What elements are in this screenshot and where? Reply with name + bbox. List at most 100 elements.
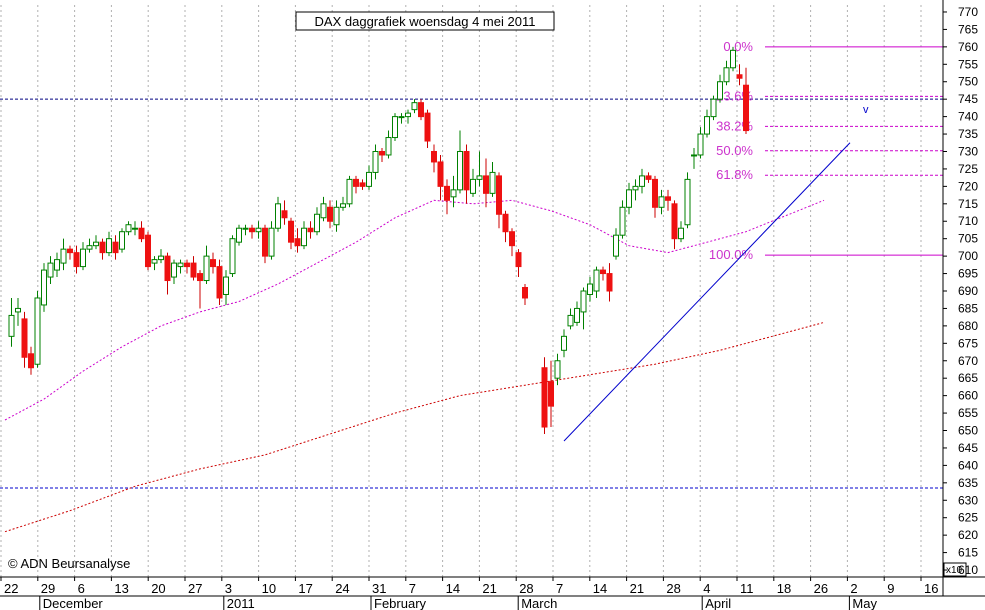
- candle-body: [346, 178, 353, 205]
- candle-body: [457, 150, 463, 191]
- month-label: March: [521, 596, 557, 610]
- candle-body: [463, 150, 470, 191]
- candle-body: [398, 116, 405, 119]
- candle-body: [138, 227, 145, 240]
- y-tick-label: 675: [958, 336, 978, 350]
- candle-body: [203, 255, 210, 282]
- y-tick-label: 760: [958, 40, 978, 54]
- candle-body: [619, 206, 626, 236]
- candle-body: [281, 210, 288, 219]
- candle-body: [632, 185, 639, 191]
- y-unit-label: x10: [946, 565, 963, 576]
- candle-body: [86, 245, 93, 250]
- arrow-label: v: [863, 104, 869, 116]
- candle-body: [626, 189, 632, 208]
- y-tick-label: 660: [958, 389, 978, 403]
- candle-body: [145, 234, 151, 268]
- x-tick-label: 21: [630, 581, 644, 596]
- moving-average-line: [4, 199, 825, 421]
- x-tick-label: 26: [814, 581, 828, 596]
- candle-body: [21, 318, 28, 358]
- candle-body: [450, 189, 457, 198]
- candle-body: [730, 49, 736, 69]
- candle-body: [197, 273, 203, 282]
- candle-body: [424, 112, 431, 142]
- grid: [0, 5, 922, 577]
- trendline-layer: v: [563, 104, 869, 442]
- candle-body: [476, 175, 483, 180]
- candle-body: [301, 227, 307, 247]
- y-tick-label: 620: [958, 528, 978, 542]
- candle-body: [697, 133, 704, 156]
- trendline: [563, 142, 851, 442]
- watermark: © ADN Beursanalyse: [8, 556, 130, 571]
- candle-body: [28, 353, 34, 369]
- x-tick-label: 7: [409, 581, 416, 596]
- x-tick-label: 28: [519, 581, 533, 596]
- candle-body: [359, 182, 366, 187]
- candle-body: [613, 234, 619, 257]
- candle-body: [47, 262, 54, 278]
- candle-body: [489, 171, 496, 194]
- candle-body: [743, 84, 749, 132]
- x-tick-label: 10: [262, 581, 276, 596]
- x-tick-label: 31: [372, 581, 386, 596]
- x-tick-label: 16: [924, 581, 938, 596]
- candle-body: [723, 67, 730, 83]
- month-label: May: [852, 596, 877, 610]
- horizontal-lines: [0, 98, 943, 489]
- x-tick-label: 11: [740, 581, 754, 596]
- y-tick-label: 700: [958, 249, 978, 263]
- candle-body: [372, 150, 379, 173]
- candle-body: [366, 171, 372, 187]
- y-tick-label: 665: [958, 371, 978, 385]
- x-tick-label: 6: [78, 581, 85, 596]
- x-tick-label: 21: [482, 581, 496, 596]
- y-tick-label: 770: [958, 5, 978, 19]
- candle-body: [379, 150, 385, 156]
- candle-body: [684, 178, 691, 226]
- y-tick-label: 650: [958, 424, 978, 438]
- y-tick-label: 730: [958, 144, 978, 158]
- candle-body: [522, 287, 528, 299]
- x-tick-label: 24: [335, 581, 349, 596]
- candle-body: [223, 276, 229, 295]
- x-tick-label: 20: [151, 581, 165, 596]
- candle-body: [106, 238, 112, 254]
- candle-body: [554, 360, 561, 379]
- candle-body: [567, 314, 574, 327]
- y-tick-label: 635: [958, 476, 978, 490]
- candle-body: [444, 185, 450, 201]
- x-tick-label: 13: [114, 581, 128, 596]
- candle-body: [171, 262, 177, 278]
- candle-body: [268, 227, 275, 257]
- candle-body: [652, 178, 658, 208]
- candle-body: [314, 213, 320, 233]
- candle-body: [574, 307, 580, 323]
- y-tick-label: 720: [958, 179, 978, 193]
- y-tick-label: 725: [958, 162, 978, 176]
- fib-level-label: 50.0%: [716, 143, 753, 158]
- candle-body: [593, 269, 600, 292]
- candle-body: [125, 224, 132, 233]
- candle-body: [502, 213, 509, 233]
- x-tick-label: 22: [4, 581, 18, 596]
- x-tick-label: 18: [777, 581, 791, 596]
- candle-body: [548, 381, 554, 407]
- candle-body: [151, 259, 158, 264]
- candle-body: [561, 335, 567, 351]
- candle-body: [67, 248, 73, 254]
- y-tick-label: 705: [958, 232, 978, 246]
- x-tick-label: 4: [703, 581, 710, 596]
- candle-body: [8, 314, 15, 337]
- candle-body: [255, 227, 262, 233]
- candle-body: [541, 367, 548, 428]
- fib-level-label: 0.0%: [723, 39, 753, 54]
- candle-body: [54, 259, 60, 271]
- candle-body: [210, 259, 216, 268]
- candle-body: [405, 112, 411, 118]
- candle-body: [639, 175, 645, 187]
- candle-body: [353, 178, 359, 187]
